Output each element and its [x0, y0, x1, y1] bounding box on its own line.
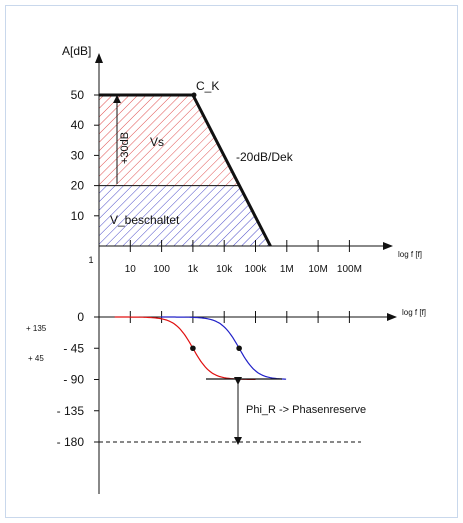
bottom-y-tick-label: - 180: [57, 435, 85, 449]
top-x-tick-label: 10k: [216, 264, 233, 275]
top-x-tick-label: 1: [88, 255, 93, 265]
top-x-axis-label: log f [f]: [398, 250, 422, 259]
top-x-tick-label: 10: [125, 264, 137, 275]
slope-label: -20dB/Dek: [236, 150, 294, 164]
phase-midpoint-blue: [236, 345, 242, 352]
gain-arrow-label: +30dB: [119, 132, 131, 164]
bottom-x-axis-label: log f [f]: [402, 308, 426, 317]
aux-tick-label-45: + 45: [28, 354, 44, 363]
top-x-tick-label: 100M: [337, 264, 362, 275]
bottom-y-ticks: 0 - 45 - 90 - 135 - 180: [57, 310, 99, 449]
bottom-y-tick-label: - 90: [63, 373, 84, 387]
top-y-tick-label: 50: [71, 88, 85, 102]
phase-midpoint-red: [190, 345, 196, 352]
bottom-y-tick-label: 0: [77, 310, 84, 324]
figure-frame: 10 20 30 40 50 1 10 100 1k 10k 100k 1M 10M 100M A[dB…: [5, 5, 458, 518]
phase-curve-red: [114, 316, 256, 380]
top-x-tick-label: 1k: [188, 264, 200, 275]
area-v-beschaltet: [99, 185, 271, 246]
top-x-tick-label: 100k: [245, 264, 268, 275]
top-x-tick-label: 100: [153, 264, 170, 275]
top-y-ticks: 10 20 30 40 50: [71, 88, 99, 223]
corner-point: [191, 92, 197, 98]
top-y-tick-label: 20: [71, 179, 85, 193]
phase-curve-blue: [160, 316, 287, 380]
top-x-tick-label: 1M: [280, 264, 294, 275]
bottom-x-ticks: [129, 311, 350, 323]
corner-label: C_K: [196, 79, 219, 93]
top-y-tick-label: 30: [71, 148, 85, 162]
series-label-v-beschaltet: V_beschaltet: [110, 213, 180, 227]
top-x-ticks: 1 10 100 1k 10k 100k 1M 10M 100M: [88, 240, 362, 275]
top-x-tick-label: 10M: [308, 264, 327, 275]
series-label-vs: Vs: [150, 135, 164, 149]
plot-canvas: 10 20 30 40 50 1 10 100 1k 10k 100k 1M 10M 100M A[dB…: [26, 44, 426, 494]
bottom-y-tick-label: - 135: [57, 404, 85, 418]
top-y-tick-label: 40: [71, 118, 85, 132]
top-y-axis-label: A[dB]: [62, 44, 91, 58]
phase-reserve-label: Phi_R -> Phasenreserve: [246, 404, 366, 416]
bottom-y-tick-label: - 45: [63, 341, 84, 355]
top-y-tick-label: 10: [71, 209, 85, 223]
aux-tick-label-135: + 135: [26, 324, 47, 333]
